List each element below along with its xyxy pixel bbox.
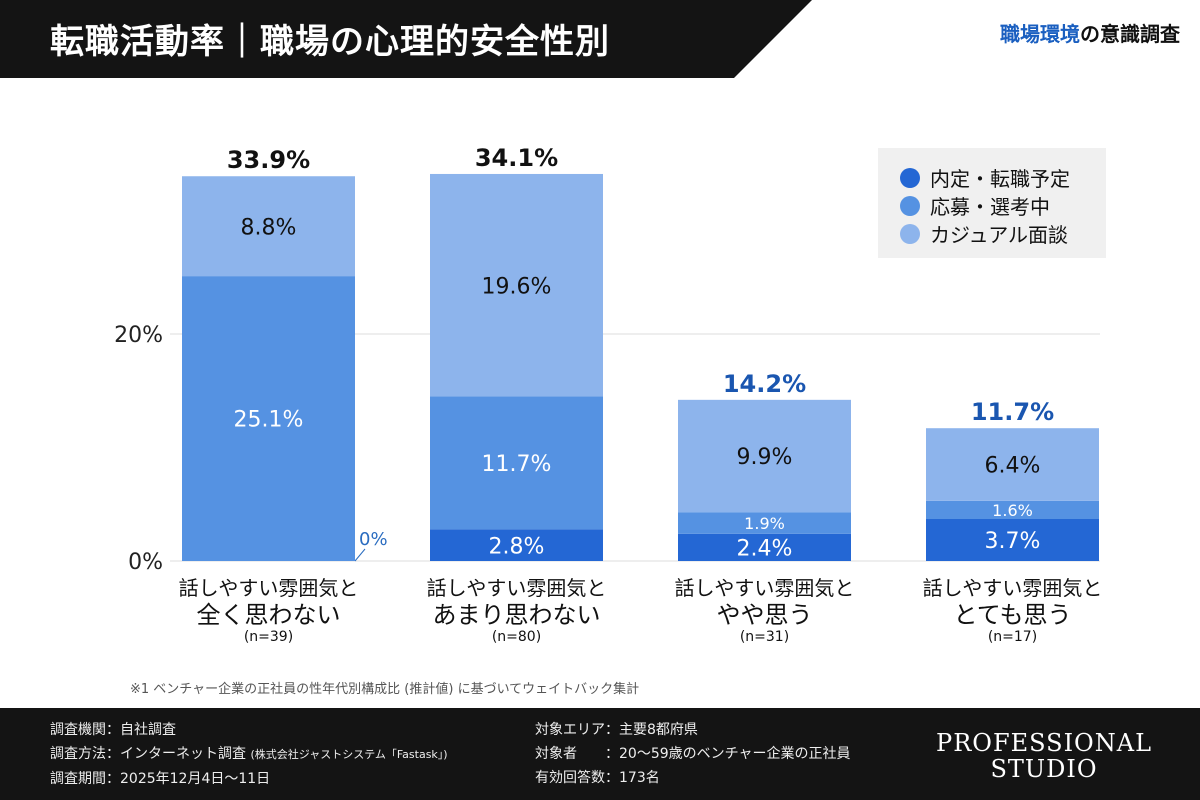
total-label: 33.9% — [227, 146, 310, 174]
footnote: ※1 ベンチャー企業の正社員の性年代別構成比 (推計値) に基づいてウェイトバッ… — [130, 682, 640, 697]
logo: PROFESSIONAL STUDIO — [936, 730, 1152, 782]
survey-method-detail: (株式会社ジャストシステム「Fastask」) — [250, 748, 448, 761]
segment-label: 6.4% — [985, 454, 1041, 479]
zero-leader-line — [354, 548, 366, 562]
segment-label: 11.7% — [482, 452, 552, 477]
segment-label: 1.6% — [992, 501, 1033, 520]
bar-segment — [182, 176, 355, 277]
survey-area: 対象エリア：主要8都府県 — [535, 722, 698, 738]
survey-brand: 職場環境の意識調査 — [1000, 18, 1180, 47]
survey-period: 調査期間：2025年12月4日〜11日 — [50, 771, 271, 787]
segment-label: 25.1% — [234, 408, 304, 433]
logo-line: STUDIO — [990, 755, 1098, 783]
legend-item: カジュアル面談 — [900, 219, 1068, 248]
category-line2: やや思う — [716, 601, 813, 629]
total-label: 34.1% — [475, 144, 558, 172]
header-banner: 転職活動率｜職場の心理的安全性別 職場環境の意識調査 — [0, 0, 1200, 78]
sample-size: (n=80) — [491, 629, 542, 645]
stacked-bar-chart: 0% 20% 0% 25.1% 8.8% 33.9% 2.8% 11.7% 19.6% 34.1%… — [114, 144, 1100, 575]
survey-info-right: 対象エリア：主要8都府県 対象者 ：20〜59歳のベンチャー企業の正社員 有効回… — [535, 718, 851, 790]
segment-label: 9.9% — [737, 445, 793, 470]
survey-method: 調査方法：インターネット調査 (株式会社ジャストシステム「Fastask」) — [50, 742, 448, 767]
legend: 内定・転職予定 応募・選考中 カジュアル面談 — [878, 148, 1106, 258]
survey-responses: 有効回答数：173名 — [535, 770, 660, 786]
bar-segment — [430, 529, 603, 561]
segment-label: 3.7% — [985, 529, 1041, 554]
zero-label: 0% — [359, 529, 388, 550]
legend-label: カジュアル面談 — [930, 223, 1068, 247]
legend-dot-icon — [900, 195, 920, 216]
category-line2: 全く思わない — [196, 601, 341, 629]
total-label: 11.7% — [971, 398, 1054, 426]
category-line1: 話しやすい雰囲気と — [674, 576, 855, 600]
legend-dot-icon — [900, 223, 920, 244]
y-tick-label: 20% — [114, 323, 163, 348]
bar-segment — [926, 500, 1099, 520]
category-label: 話しやすい雰囲気と とても思う (n=17) — [893, 572, 1133, 645]
logo-line: PROFESSIONAL — [936, 729, 1152, 757]
bar-segment — [678, 512, 851, 534]
survey-target: 対象者 ：20〜59歳のベンチャー企業の正社員 — [535, 746, 851, 762]
sample-size: (n=17) — [987, 629, 1038, 645]
segment-label: 2.8% — [489, 534, 545, 559]
segment-label: 1.9% — [744, 514, 785, 533]
bar-segment — [430, 396, 603, 530]
header-background — [0, 0, 812, 78]
segment-label: 8.8% — [241, 215, 297, 240]
category-line1: 話しやすい雰囲気と — [426, 576, 607, 600]
survey-method-text: 調査方法：インターネット調査 — [50, 746, 246, 762]
legend-dot-icon — [900, 167, 920, 188]
category-line1: 話しやすい雰囲気と — [922, 576, 1103, 600]
category-line1: 話しやすい雰囲気と — [178, 576, 359, 600]
footer: 調査機関：自社調査 調査方法：インターネット調査 (株式会社ジャストシステム「F… — [0, 708, 1200, 800]
y-tick-label: 0% — [128, 550, 163, 575]
legend-label: 内定・転職予定 — [930, 167, 1070, 191]
page-title: 転職活動率｜職場の心理的安全性別 — [50, 22, 610, 62]
survey-org: 調査機関：自社調査 — [50, 722, 176, 738]
category-label: 話しやすい雰囲気と 全く思わない (n=39) — [149, 572, 389, 645]
category-line2: とても思う — [953, 601, 1072, 629]
total-label: 14.2% — [723, 370, 806, 398]
category-label: 話しやすい雰囲気と やや思う (n=31) — [645, 572, 885, 645]
sample-size: (n=31) — [739, 629, 790, 645]
survey-info-left: 調査機関：自社調査 調査方法：インターネット調査 (株式会社ジャストシステム「F… — [50, 718, 448, 791]
segment-label: 19.6% — [482, 274, 552, 299]
bar-segment — [678, 533, 851, 561]
bar-segment — [182, 276, 355, 561]
sample-size: (n=39) — [243, 629, 294, 645]
bar-segment — [430, 173, 603, 397]
brand-rest: の意識調査 — [1080, 22, 1180, 46]
segment-label: 2.4% — [737, 537, 793, 562]
legend-label: 応募・選考中 — [930, 195, 1050, 219]
bar-segment — [926, 428, 1099, 501]
legend-item: 内定・転職予定 — [900, 163, 1070, 192]
category-label: 話しやすい雰囲気と あまり思わない (n=80) — [397, 572, 637, 645]
bar-segment — [926, 519, 1099, 561]
bar-segment — [678, 399, 851, 513]
brand-accent: 職場環境 — [1000, 22, 1080, 46]
category-line2: あまり思わない — [432, 601, 601, 629]
legend-item: 応募・選考中 — [900, 191, 1050, 220]
